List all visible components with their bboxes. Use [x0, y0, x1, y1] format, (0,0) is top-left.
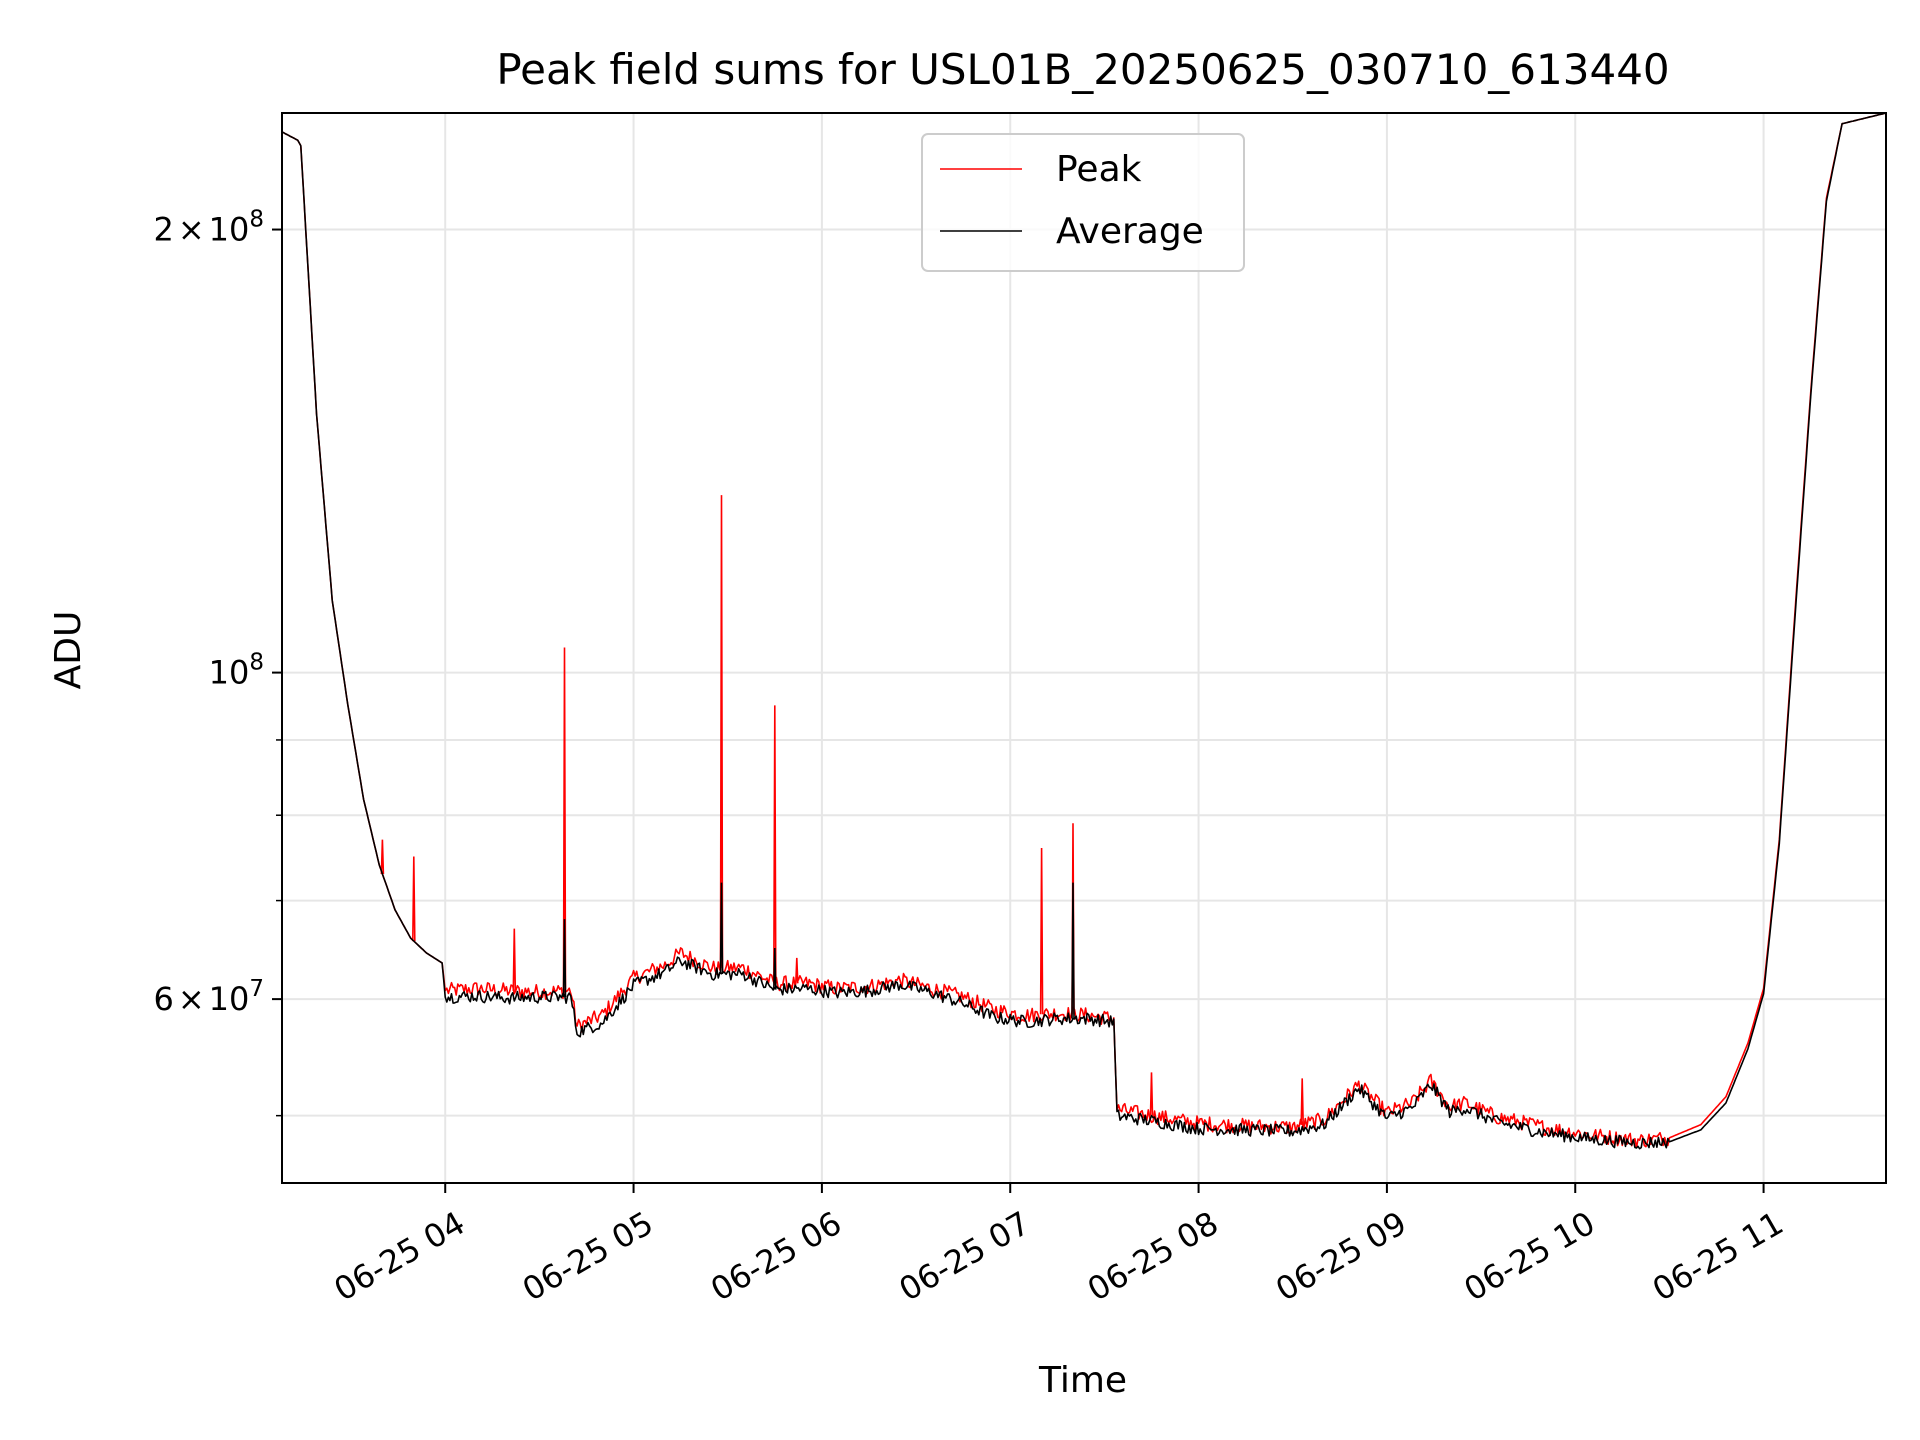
series-layer — [282, 113, 1886, 1150]
series-spike-peak — [512, 928, 517, 991]
y-tick-label: 108 — [209, 650, 264, 692]
series-spike-average — [1071, 882, 1075, 1019]
series-spike-peak — [719, 495, 724, 968]
series-spike-average — [562, 919, 567, 998]
y-tick-label: 2 × 108 — [153, 207, 264, 249]
legend-label-peak: Peak — [1056, 149, 1142, 190]
y-axis-label: ADU — [48, 611, 89, 690]
series-spike-peak — [1039, 847, 1044, 1015]
legend-label-average: Average — [1056, 211, 1204, 252]
series-spike-peak — [380, 839, 385, 875]
series-spike-average — [719, 882, 724, 975]
x-axis-label: Time — [1038, 1360, 1127, 1401]
plot-frame — [281, 112, 1887, 1184]
series-spike-peak — [412, 856, 416, 942]
series-spike-peak — [1300, 1078, 1304, 1125]
series-spike-peak — [795, 957, 799, 984]
series-line-average — [282, 113, 1886, 1150]
y-tick-label: 6 × 107 — [153, 976, 264, 1018]
series-spike-average — [773, 947, 777, 990]
chart-title: Peak field sums for USL01B_20250625_0307… — [496, 45, 1669, 94]
series-spike-peak — [773, 705, 777, 984]
series-spike-peak — [562, 647, 567, 991]
legend: Peak Average — [921, 133, 1245, 272]
series-spike-peak — [1149, 1072, 1154, 1116]
